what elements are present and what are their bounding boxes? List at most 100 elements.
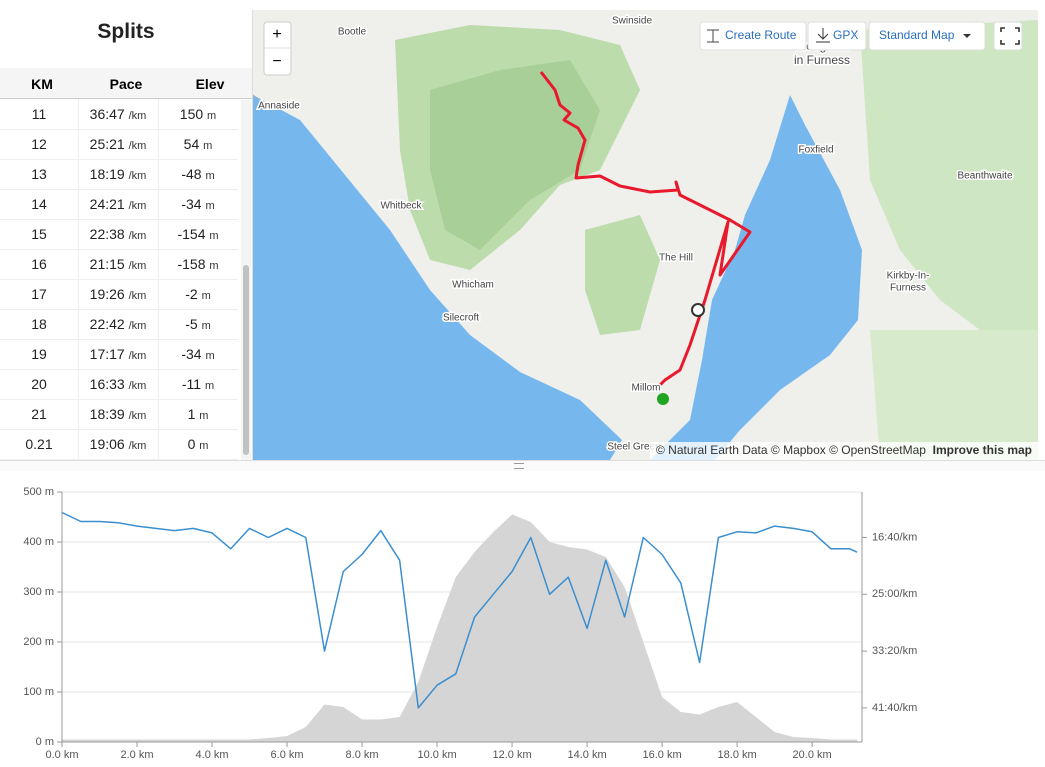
zoom-in[interactable]: + [272, 26, 281, 43]
elev-unit: m [199, 410, 209, 422]
split-pace: 16:33 [89, 376, 125, 392]
split-km: 14 [31, 196, 47, 212]
split-elev-cell: -2 m [158, 286, 238, 302]
splits-title: Splits [97, 20, 155, 43]
split-elev: -154 [177, 226, 206, 242]
elevation-pace-chart: 0 m 100 m 200 m 300 m 400 m 500 m 16:40/km 25:0… [23, 486, 917, 761]
split-km: 18 [31, 316, 47, 332]
place-label: Whitbeck [380, 201, 422, 212]
split-elev-cell: 0 m [158, 436, 238, 452]
elev-unit: m [201, 290, 211, 302]
elevation-area [62, 514, 858, 742]
pace-unit: /km [128, 290, 147, 302]
download-icon [816, 28, 830, 43]
split-pace-cell: 18:39 /km [78, 406, 158, 422]
split-row: 20 16:33 /km -11 m [0, 369, 238, 400]
split-km: 21 [31, 406, 47, 422]
split-elev-cell: 1 m [158, 406, 238, 422]
place-label: Swinside [612, 16, 652, 27]
split-elev: 1 [187, 406, 196, 422]
column-divider [78, 99, 79, 460]
resize-handle[interactable] [514, 463, 524, 469]
x-tick-label: 2.0 km [121, 749, 154, 761]
x-tick-label: 0.0 km [45, 749, 78, 761]
estuary [650, 95, 862, 460]
split-pace: 36:47 [89, 106, 125, 122]
elev-unit: m [207, 110, 217, 122]
split-pace: 19:06 [89, 436, 125, 452]
route-icon [707, 29, 719, 43]
place-label: Furness [890, 283, 926, 294]
split-km: 17 [31, 286, 47, 302]
y-tick-label: 500 m [23, 486, 54, 498]
pace-unit: /km [128, 200, 147, 212]
elev-unit: m [209, 230, 219, 242]
resize-divider[interactable] [0, 460, 1045, 471]
zoom-out[interactable]: − [272, 53, 281, 70]
split-km: 13 [31, 166, 47, 182]
gpx-label[interactable]: GPX [833, 28, 858, 42]
split-elev: -34 [181, 196, 202, 212]
column-header: Pace [109, 76, 143, 92]
split-elev-cell: -34 m [158, 196, 238, 212]
fullscreen-button[interactable] [993, 21, 1023, 51]
split-elev-cell: 150 m [158, 106, 238, 122]
split-elev: -158 [177, 256, 206, 272]
map-style-label[interactable]: Standard Map [879, 28, 955, 42]
split-km: 12 [31, 136, 47, 152]
split-pace: 21:15 [89, 256, 125, 272]
pace-line [61, 511, 858, 709]
split-pace: 18:19 [89, 166, 125, 182]
split-elev-cell: 54 m [158, 136, 238, 152]
split-elev: 54 [183, 136, 200, 152]
place-label: Bootle [338, 27, 367, 38]
finish-marker [691, 303, 705, 317]
split-pace-cell: 17:17 /km [78, 346, 158, 362]
split-row: 19 17:17 /km -34 m [0, 339, 238, 370]
place-label: The Hill [659, 253, 693, 264]
elev-unit: m [201, 320, 211, 332]
split-elev: -34 [181, 346, 202, 362]
split-pace-cell: 36:47 /km [78, 106, 158, 122]
split-pace: 24:21 [89, 196, 125, 212]
create-route-label[interactable]: Create Route [725, 28, 797, 42]
map-style-select[interactable] [868, 21, 986, 51]
x-tick-label: 10.0 km [417, 749, 456, 761]
y-tick-label: 100 m [23, 686, 54, 698]
y2-tick-label: 16:40/km [872, 531, 917, 543]
map[interactable]: Swinside Bootle Annaside Whitbeck Whicham Sil… [253, 10, 1038, 460]
elev-unit: m [205, 170, 215, 182]
x-tick-label: 12.0 km [493, 749, 532, 761]
caret [963, 34, 971, 38]
pace-unit: /km [128, 380, 147, 392]
create-route-button[interactable] [699, 21, 807, 51]
place-label: Whicham [452, 280, 494, 291]
split-pace-cell: 22:38 /km [78, 226, 158, 242]
split-pace: 25:21 [89, 136, 125, 152]
split-elev: -2 [185, 286, 198, 302]
pace-unit: /km [128, 230, 147, 242]
improve-map-link[interactable]: Improve this map [933, 443, 1032, 457]
scrollbar-thumb[interactable] [243, 265, 249, 455]
split-pace-cell: 21:15 /km [78, 256, 158, 272]
woodland [860, 20, 1038, 330]
pace-unit: /km [128, 260, 147, 272]
elev-unit: m [199, 440, 209, 452]
y2-tick-label: 25:00/km [872, 588, 917, 600]
pace-unit: /km [128, 320, 147, 332]
elev-unit: m [209, 260, 219, 272]
attribution: © Natural Earth Data © Mapbox © OpenStre… [656, 443, 926, 457]
split-row: 21 18:39 /km 1 m [0, 399, 238, 430]
x-tick-label: 14.0 km [568, 749, 607, 761]
pace-unit: /km [128, 410, 147, 422]
split-elev: -11 [181, 376, 202, 392]
split-pace: 19:26 [89, 286, 125, 302]
place-label: Beanthwaite [957, 171, 1012, 182]
column-header: KM [31, 76, 53, 92]
place-label: Foxfield [798, 145, 833, 156]
pace-unit: /km [128, 140, 147, 152]
split-pace-cell: 18:19 /km [78, 166, 158, 182]
pace-unit: /km [128, 110, 147, 122]
y2-tick-label: 41:40/km [872, 702, 917, 714]
